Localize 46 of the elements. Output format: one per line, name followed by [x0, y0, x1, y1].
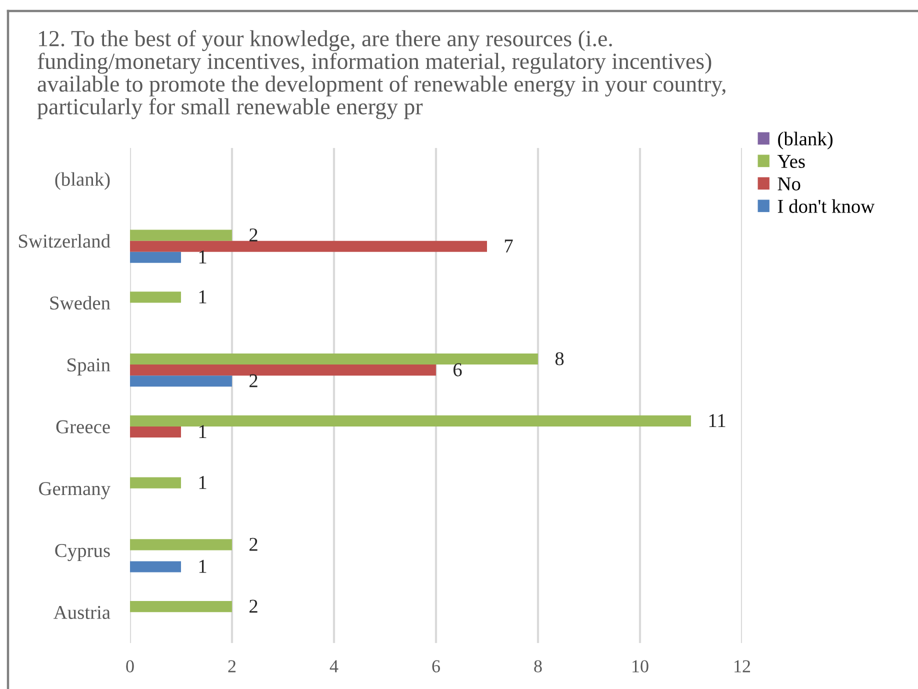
bar: [130, 364, 436, 376]
bar: [130, 230, 232, 241]
data-label: 1: [199, 560, 206, 573]
y-tick-label: Greece: [56, 420, 110, 434]
data-label: 1: [199, 250, 206, 264]
y-tick-label: (blank): [55, 172, 110, 190]
y-tick-label: Sweden: [50, 296, 110, 310]
data-label: 2: [250, 538, 258, 551]
y-tick-label: Spain: [68, 358, 110, 376]
y-tick-label: Switzerland: [18, 234, 110, 248]
bar: [130, 539, 232, 550]
legend-label: (blank): [778, 132, 833, 150]
bar: [130, 240, 487, 252]
data-label: 1: [199, 425, 206, 438]
x-tick-label: 2: [228, 660, 236, 672]
y-tick-label: Austria: [54, 606, 110, 619]
x-tick-label: 0: [126, 660, 134, 672]
x-tick-label: 6: [432, 660, 440, 672]
x-tick-label: 12: [734, 660, 750, 672]
legend-label: No: [778, 178, 800, 190]
x-tick-label: 8: [534, 660, 542, 672]
data-label: 7: [504, 240, 513, 252]
bar: [130, 477, 181, 488]
bar: [130, 354, 538, 365]
data-label: 2: [250, 600, 258, 613]
bar: [130, 292, 181, 303]
y-tick-label: Germany: [39, 482, 110, 500]
data-label: 2: [250, 228, 258, 242]
data-label: 2: [250, 374, 258, 388]
data-label: 11: [709, 414, 726, 427]
y-tick-label: Cyprus: [55, 544, 110, 562]
bar: [130, 415, 691, 426]
chart-title: 12. To the best of your knowledge, are there any resources (i.e. funding/monetary incentives, information material, regulatory incentives) available to promote the development of renewable energy in your country, particularly for small renewable energy pr: [37, 30, 726, 120]
legend-label: Yes: [777, 155, 805, 168]
bar: [130, 601, 232, 612]
x-tick-label: 4: [330, 660, 338, 672]
data-label: 1: [199, 476, 206, 489]
x-tick-label: 10: [632, 660, 648, 672]
bar: [130, 376, 232, 387]
bar: [130, 252, 181, 263]
data-label: 1: [199, 290, 206, 304]
bar: [130, 561, 181, 572]
legend-label: I don't know: [778, 199, 875, 213]
bar: [130, 426, 181, 438]
data-label: 8: [555, 352, 564, 366]
data-label: 6: [454, 363, 462, 376]
